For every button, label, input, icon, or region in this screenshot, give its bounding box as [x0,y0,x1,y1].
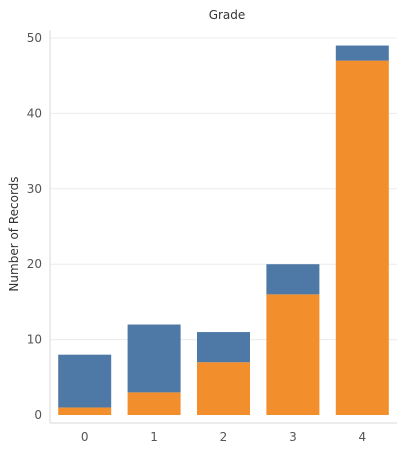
bar-segment-3-0 [266,294,320,415]
bar-segment-2-1 [197,332,250,363]
grid-lines [49,30,397,424]
bar-segment-0-0 [58,407,112,415]
y-tick-label: 50 [27,31,42,45]
y-tick-label: 40 [27,106,42,120]
bar-segment-0-1 [58,354,112,408]
bar-segment-1-1 [127,324,181,393]
y-tick-label: 30 [27,182,42,196]
bar-segment-3-1 [266,264,320,295]
x-tick-label: 0 [81,430,89,444]
y-tick-label: 0 [34,408,42,422]
bar-segment-2-0 [197,362,250,415]
y-tick-label: 10 [27,333,42,347]
bar-segment-1-0 [127,392,181,415]
x-tick-label: 3 [289,430,297,444]
x-tick-label: 1 [150,430,158,444]
y-axis-label: Number of Records [7,176,21,291]
bar-segment-4-1 [335,45,389,61]
chart-title: Grade [209,8,246,22]
x-tick-label: 4 [358,430,366,444]
x-tick-labels: 0 1 2 3 4 [81,430,366,444]
y-tick-label: 20 [27,257,42,271]
bars [58,45,389,416]
x-tick-label: 2 [220,430,228,444]
bar-segment-4-0 [335,60,389,416]
y-tick-labels: 0 10 20 30 40 50 [27,31,42,422]
